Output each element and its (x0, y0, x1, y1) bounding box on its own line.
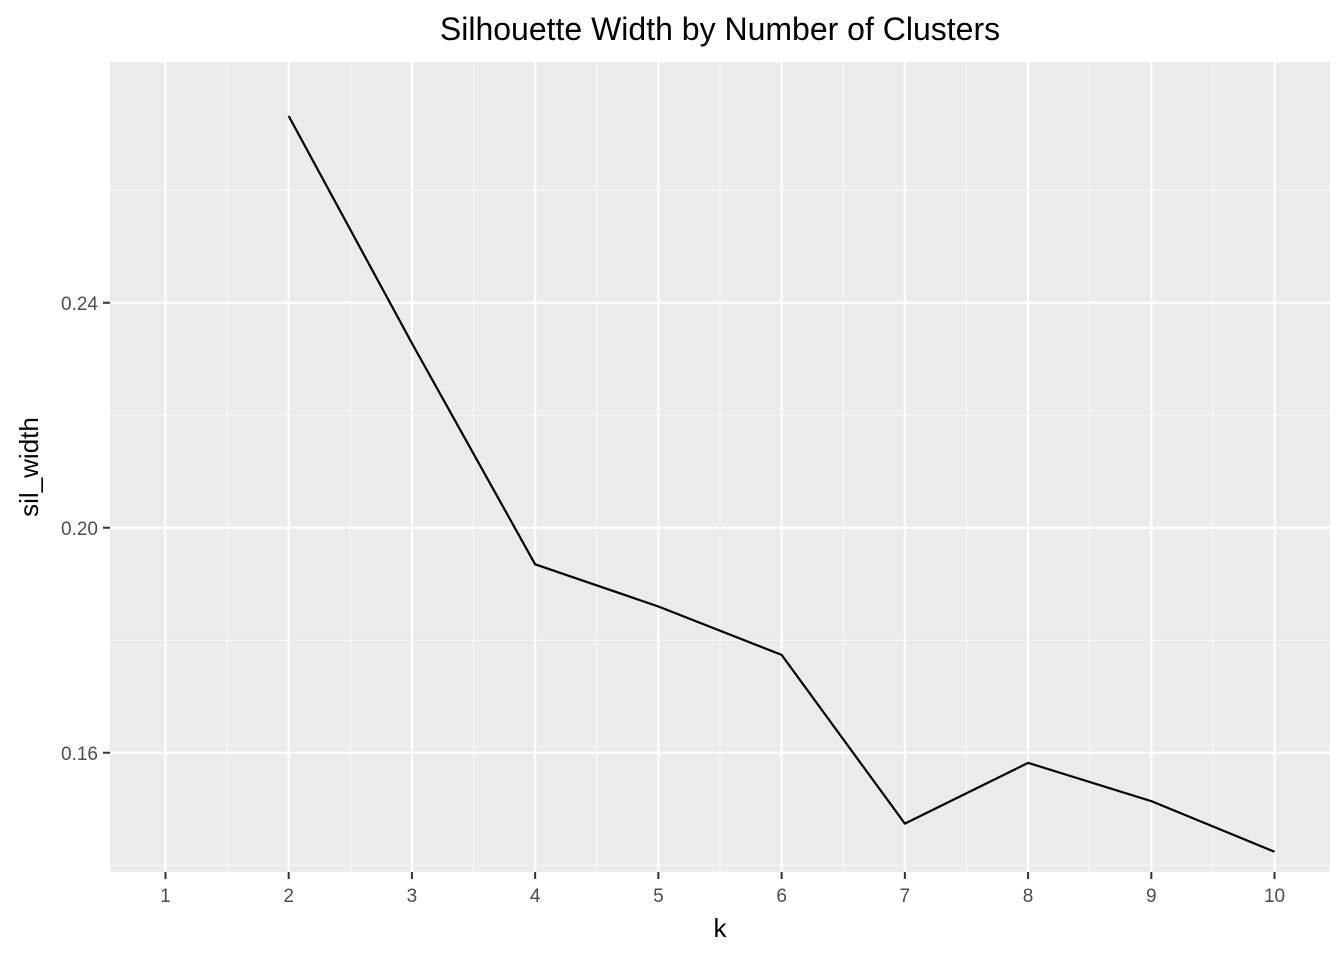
x-tick-label: 4 (530, 886, 541, 907)
x-axis: 1 2 3 4 5 6 7 8 9 10 (160, 872, 1285, 907)
x-tick-label: 9 (1146, 886, 1157, 907)
x-tick-label: 5 (653, 886, 664, 907)
y-tick-label: 0.16 (61, 744, 98, 765)
chart-title: Silhouette Width by Number of Clusters (440, 11, 1000, 47)
y-axis-title: sil_width (14, 417, 44, 517)
x-tick-label: 8 (1023, 886, 1034, 907)
major-gridlines (110, 62, 1330, 872)
x-axis-title: k (714, 913, 728, 943)
x-tick-label: 1 (160, 886, 171, 907)
y-tick-label: 0.24 (61, 294, 98, 315)
x-tick-label: 6 (776, 886, 787, 907)
x-tick-label: 2 (283, 886, 294, 907)
x-tick-label: 7 (900, 886, 911, 907)
x-tick-label: 3 (407, 886, 418, 907)
y-tick-label: 0.20 (61, 519, 98, 540)
x-tick-label: 10 (1264, 886, 1285, 907)
minor-gridlines (110, 62, 1330, 872)
series-lines (287, 115, 1275, 853)
y-axis: 0.16 0.20 0.24 (61, 294, 110, 765)
series-line-1 (287, 115, 1275, 853)
